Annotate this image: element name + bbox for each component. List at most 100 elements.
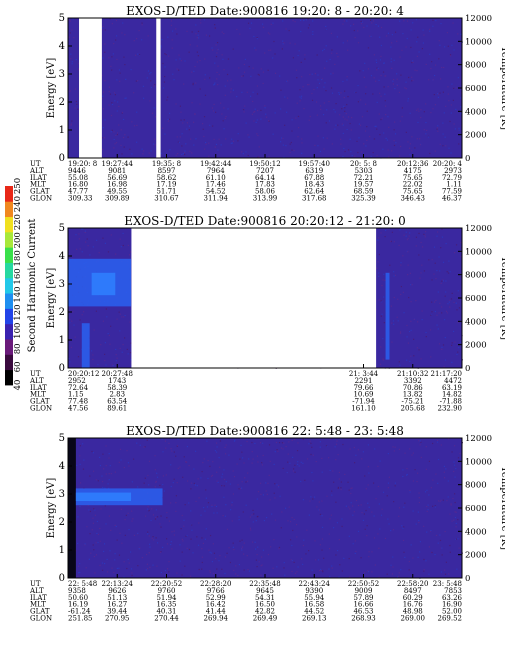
- spectrogram-speckle: [121, 351, 123, 353]
- spectrogram-speckle: [336, 36, 338, 38]
- spectrogram-speckle: [259, 482, 262, 484]
- orbit-value: 9766: [207, 587, 225, 595]
- spectrogram-speckle: [379, 92, 381, 94]
- spectrogram-speckle: [265, 482, 267, 484]
- spectrogram-speckle: [380, 315, 382, 317]
- spectrogram-speckle: [446, 271, 448, 273]
- spectrogram-speckle: [148, 460, 151, 462]
- spectrogram-speckle: [241, 457, 244, 459]
- spectrogram-speckle: [243, 462, 245, 464]
- spectrogram-speckle: [412, 61, 414, 63]
- spectrogram-speckle: [399, 332, 402, 334]
- spectrogram-speckle: [109, 343, 111, 345]
- spectrogram-speckle: [104, 359, 106, 362]
- spectrogram-speckle: [425, 336, 427, 338]
- spectrogram-speckle: [411, 80, 413, 82]
- spectrogram-speckle: [195, 500, 197, 503]
- colorbar-tick-label: 200: [13, 232, 23, 248]
- spectrogram-speckle: [387, 482, 390, 484]
- y-axis-label-right: Temperature [K]: [499, 46, 505, 130]
- spectrogram-speckle: [223, 107, 225, 109]
- spectrogram-speckle: [199, 59, 201, 62]
- spectrogram-speckle: [265, 516, 268, 519]
- spectrogram-speckle: [115, 39, 117, 41]
- spectrogram-speckle: [390, 305, 393, 307]
- spectrogram-speckle: [458, 547, 460, 549]
- spectrogram-speckle: [412, 510, 414, 512]
- spectrogram-speckle: [184, 151, 186, 154]
- y-tick-label: 1: [59, 545, 65, 556]
- spectrogram-speckle: [396, 73, 398, 75]
- spectrogram-speckle: [400, 145, 402, 148]
- spectrogram-speckle: [451, 292, 453, 294]
- spectrogram-speckle: [201, 470, 203, 473]
- spectrogram-speckle: [208, 155, 210, 157]
- spectrogram-speckle: [148, 535, 150, 537]
- spectrogram-speckle: [302, 462, 304, 464]
- spectrogram-speckle: [115, 360, 117, 362]
- orbit-value: 270.44: [154, 615, 179, 623]
- spectrogram-speckle: [362, 70, 364, 72]
- spectrogram-speckle: [77, 108, 79, 110]
- spectrogram-speckle: [437, 93, 440, 95]
- spectrogram-speckle: [70, 53, 72, 55]
- spectrogram-speckle: [292, 529, 294, 532]
- spectrogram-speckle: [445, 242, 447, 245]
- spectrogram-speckle: [264, 52, 266, 54]
- spectrogram-speckle: [282, 137, 284, 140]
- orbit-value: 79.66: [353, 384, 374, 392]
- spectrogram-speckle: [412, 22, 414, 24]
- spectrogram-speckle: [455, 538, 458, 540]
- spectrogram-speckle: [311, 471, 313, 474]
- spectrogram-speckle: [214, 24, 216, 26]
- spectrogram-speckle: [426, 505, 428, 508]
- spectrogram-speckle: [197, 30, 200, 33]
- spectrogram-speckle: [209, 570, 211, 572]
- spectrogram-speckle: [124, 314, 126, 317]
- spectrogram-speckle: [363, 76, 365, 78]
- orbit-value: -61.24: [68, 608, 91, 616]
- spectrogram-speckle: [321, 515, 323, 517]
- spectrogram-speckle: [136, 442, 138, 444]
- spectrogram-speckle: [147, 474, 149, 477]
- spectrogram-speckle: [312, 480, 314, 482]
- spectrogram-speckle: [357, 84, 359, 87]
- orbit-value: 16.19: [68, 601, 88, 609]
- spectrogram-speckle: [362, 519, 365, 521]
- spectrogram-speckle: [429, 30, 431, 32]
- spectrogram-speckle: [244, 105, 246, 107]
- spectrogram-speckle: [131, 121, 133, 123]
- spectrogram-speckle: [300, 19, 302, 21]
- orbit-value: 20:20: 4: [433, 160, 463, 168]
- spectrogram-speckle: [96, 532, 98, 535]
- spectrogram-speckle: [438, 256, 440, 258]
- orbit-row-label: GLON: [30, 615, 52, 623]
- spectrogram-speckle: [280, 527, 282, 529]
- spectrogram-speckle: [444, 319, 446, 321]
- spectrogram-speckle: [249, 527, 252, 529]
- spectrogram-speckle: [189, 150, 191, 152]
- spectrogram-speckle: [256, 455, 259, 457]
- spectrogram-speckle: [357, 504, 360, 507]
- spectrogram-speckle: [354, 462, 356, 464]
- spectrogram-speckle: [396, 40, 398, 42]
- y-right-tick-label: 2000: [465, 341, 487, 351]
- orbit-value: 19:57:40: [299, 160, 330, 168]
- spectrogram-speckle: [281, 442, 284, 444]
- spectrogram-speckle: [317, 135, 319, 137]
- spectrogram-speckle: [300, 461, 302, 463]
- spectrogram-speckle: [286, 80, 288, 83]
- spectrogram-speckle: [109, 93, 112, 95]
- spectrogram-speckle: [370, 155, 372, 158]
- orbit-value: 16.42: [206, 601, 226, 609]
- spectrogram-speckle: [274, 451, 276, 453]
- spectrogram-speckle: [432, 479, 434, 481]
- spectrogram-speckle: [332, 470, 334, 472]
- spectrogram-speckle: [276, 566, 278, 568]
- orbit-value: 19:42:44: [200, 160, 232, 168]
- spectrogram-speckle: [429, 53, 431, 55]
- spectrogram-speckle: [420, 116, 422, 119]
- spectrogram-speckle: [388, 476, 391, 478]
- spectrogram-speckle: [393, 144, 396, 147]
- spectrogram-speckle: [338, 539, 340, 541]
